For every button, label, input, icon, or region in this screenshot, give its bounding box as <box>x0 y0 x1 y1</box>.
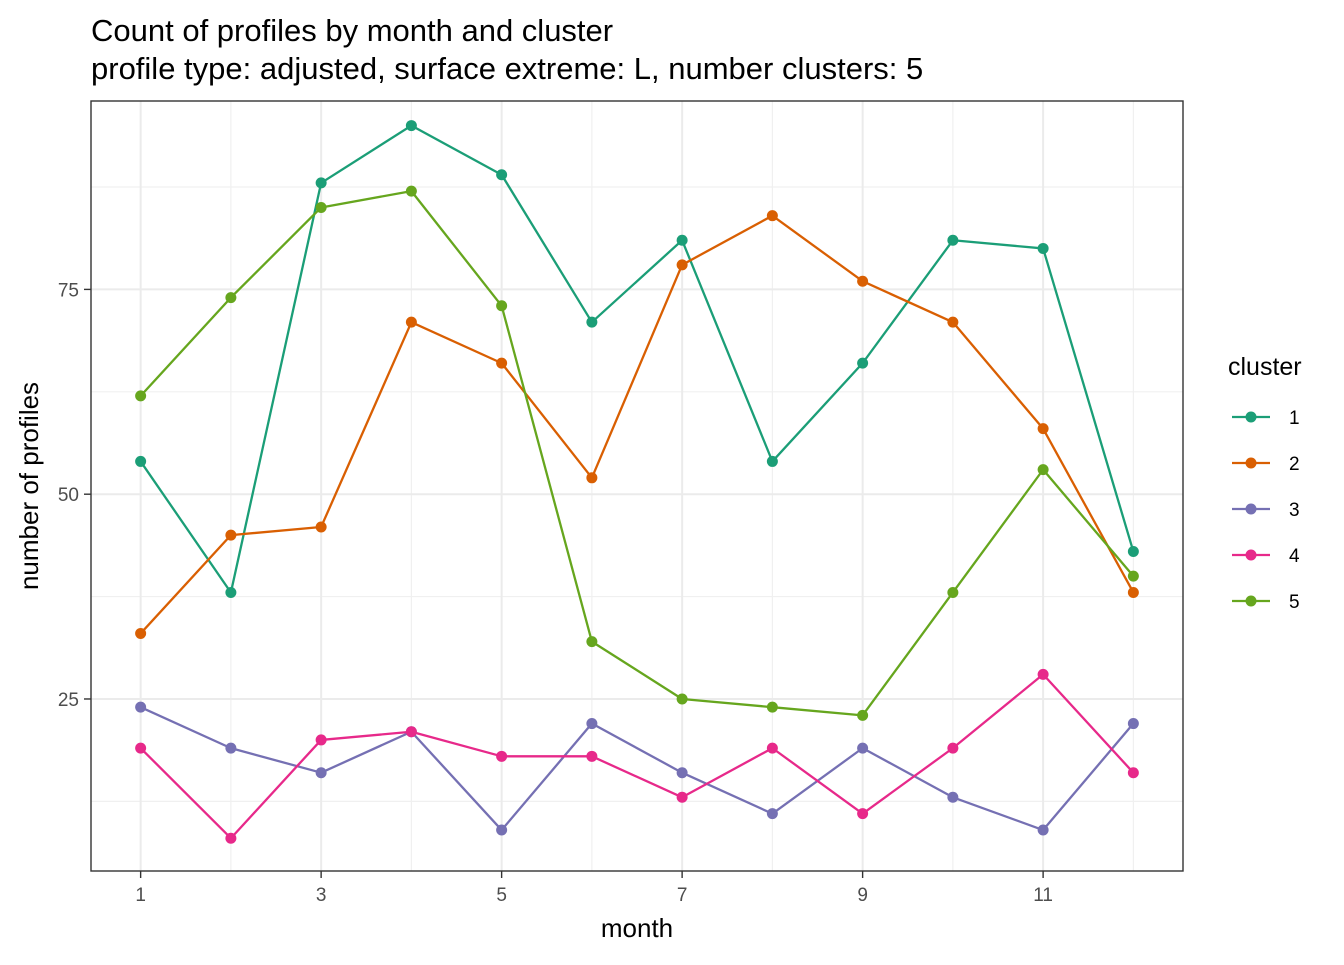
x-tick-label: 7 <box>677 885 688 906</box>
y-axis-title: number of profiles <box>14 382 44 590</box>
plot-panel <box>91 101 1183 871</box>
data-point-cluster-1 <box>1127 546 1139 558</box>
x-tick-label: 11 <box>1033 885 1053 906</box>
data-point-cluster-2 <box>947 316 959 328</box>
y-axis-ticks: 25 50 75 <box>58 280 91 711</box>
data-point-cluster-1 <box>676 234 688 246</box>
data-point-cluster-1 <box>1037 242 1049 254</box>
data-point-cluster-1 <box>225 586 237 598</box>
data-point-cluster-5 <box>225 292 237 304</box>
data-point-cluster-5 <box>496 300 508 312</box>
data-point-cluster-5 <box>405 185 417 197</box>
data-point-cluster-3 <box>586 718 598 730</box>
data-point-cluster-2 <box>1037 423 1049 435</box>
legend-title: cluster <box>1228 353 1302 381</box>
data-point-cluster-2 <box>766 210 778 222</box>
data-point-cluster-4 <box>315 734 327 746</box>
chart-subtitle: profile type: adjusted, surface extreme:… <box>91 51 923 86</box>
x-tick-label: 3 <box>316 885 327 906</box>
data-point-cluster-3 <box>496 824 508 836</box>
legend-key-point-4 <box>1245 549 1257 561</box>
data-point-cluster-1 <box>315 177 327 189</box>
data-point-cluster-4 <box>496 750 508 762</box>
plot-border <box>90 100 1184 872</box>
legend-key-point-2 <box>1245 457 1257 469</box>
data-point-cluster-4 <box>586 750 598 762</box>
data-point-cluster-3 <box>676 767 688 779</box>
series-line-cluster-1 <box>139 124 1135 594</box>
legend-label-4: 4 <box>1289 546 1300 567</box>
data-point-cluster-1 <box>135 455 147 467</box>
minor-gridlines <box>91 101 1183 871</box>
x-axis-ticks: 1 3 5 7 9 11 <box>135 871 1053 906</box>
data-point-cluster-3 <box>766 808 778 820</box>
data-point-cluster-3 <box>1127 718 1139 730</box>
data-point-cluster-4 <box>225 832 237 844</box>
data-point-cluster-3 <box>135 701 147 713</box>
data-point-cluster-5 <box>947 586 959 598</box>
series-line-cluster-4 <box>139 673 1135 840</box>
data-point-cluster-1 <box>586 316 598 328</box>
y-tick-label: 50 <box>58 485 79 506</box>
data-point-cluster-1 <box>766 455 778 467</box>
data-point-cluster-5 <box>586 636 598 648</box>
legend-key-point-3 <box>1245 503 1257 515</box>
data-point-cluster-5 <box>1037 464 1049 476</box>
data-point-cluster-4 <box>1037 668 1049 680</box>
data-point-cluster-2 <box>496 357 508 369</box>
data-point-cluster-1 <box>496 169 508 181</box>
data-point-cluster-2 <box>405 316 417 328</box>
data-point-cluster-2 <box>1127 586 1139 598</box>
x-tick-label: 5 <box>496 885 507 906</box>
data-point-cluster-5 <box>676 693 688 705</box>
legend-label-3: 3 <box>1289 500 1300 521</box>
data-point-cluster-2 <box>315 521 327 533</box>
x-tick-label: 9 <box>857 885 868 906</box>
data-point-cluster-4 <box>135 742 147 754</box>
data-point-cluster-1 <box>947 234 959 246</box>
chart-title: Count of profiles by month and cluster <box>91 13 613 48</box>
series-layer <box>135 120 1139 844</box>
legend-key-point-5 <box>1245 595 1257 607</box>
legend-items: 1 2 3 4 5 <box>1232 408 1300 613</box>
data-point-cluster-4 <box>1127 767 1139 779</box>
data-point-cluster-2 <box>857 275 869 287</box>
legend: cluster 1 2 3 4 5 <box>1228 353 1302 613</box>
data-point-cluster-5 <box>315 201 327 213</box>
series-line-cluster-5 <box>139 189 1135 717</box>
x-tick-label: 1 <box>135 885 146 906</box>
data-point-cluster-5 <box>1127 570 1139 582</box>
legend-key-point-1 <box>1245 411 1257 423</box>
data-point-cluster-3 <box>947 791 959 803</box>
data-point-cluster-2 <box>676 259 688 271</box>
data-point-cluster-2 <box>225 529 237 541</box>
data-point-cluster-4 <box>857 808 869 820</box>
y-tick-label: 75 <box>58 280 79 301</box>
legend-label-2: 2 <box>1289 454 1300 475</box>
data-point-cluster-1 <box>405 120 417 132</box>
data-point-cluster-4 <box>766 742 778 754</box>
data-point-cluster-5 <box>766 701 778 713</box>
y-tick-label: 25 <box>58 690 79 711</box>
data-point-cluster-4 <box>676 791 688 803</box>
data-point-cluster-3 <box>857 742 869 754</box>
data-point-cluster-5 <box>135 390 147 402</box>
series-line-cluster-3 <box>140 706 1135 832</box>
data-point-cluster-3 <box>315 767 327 779</box>
series-line-cluster-2 <box>139 214 1135 635</box>
data-point-cluster-2 <box>135 627 147 639</box>
data-point-cluster-5 <box>857 709 869 721</box>
legend-label-5: 5 <box>1289 592 1300 613</box>
data-point-cluster-1 <box>857 357 869 369</box>
data-point-cluster-2 <box>586 472 598 484</box>
data-point-cluster-3 <box>225 742 237 754</box>
data-point-cluster-3 <box>1037 824 1049 836</box>
x-axis-title: month <box>601 913 673 943</box>
legend-label-1: 1 <box>1289 408 1300 429</box>
data-point-cluster-4 <box>405 726 417 738</box>
data-point-cluster-4 <box>947 742 959 754</box>
